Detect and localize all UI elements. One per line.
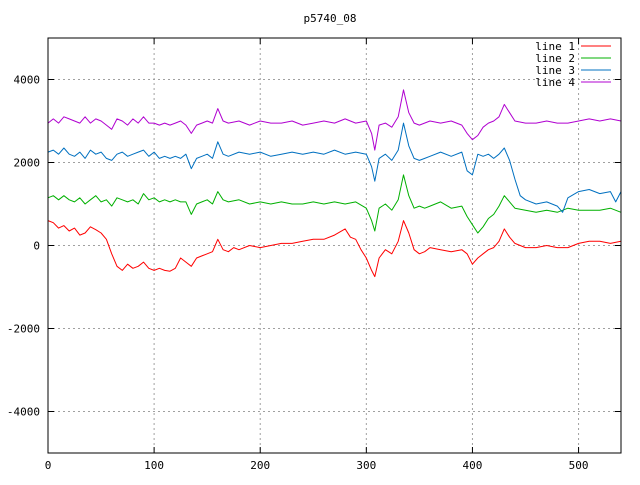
- x-tick-label: 400: [463, 459, 483, 472]
- y-tick-label: 2000: [14, 157, 41, 170]
- series-line-4: [47, 89, 622, 151]
- grid: [48, 38, 621, 453]
- x-tick-label: 100: [144, 459, 164, 472]
- x-tick-label: 0: [45, 459, 52, 472]
- legend-label: line 3: [535, 64, 575, 77]
- x-tick-label: 300: [356, 459, 376, 472]
- y-tick-label: 4000: [14, 74, 41, 87]
- series-group: [47, 89, 622, 278]
- legend-label: line 1: [535, 40, 575, 53]
- y-tick-label: 0: [33, 240, 40, 253]
- y-tick-label: -2000: [7, 323, 40, 336]
- series-line-1: [47, 220, 622, 278]
- legend-label: line 2: [535, 52, 575, 65]
- chart-title: p5740_08: [304, 12, 357, 25]
- legend-label: line 4: [535, 76, 575, 89]
- axis-ticks: 0 100 200 300 400 500 -4000 -2000 0 2000 4000: [7, 38, 621, 472]
- x-tick-label: 500: [569, 459, 589, 472]
- series-line-3: [47, 122, 622, 213]
- y-tick-label: -4000: [7, 406, 40, 419]
- series-line-2: [47, 174, 622, 234]
- x-tick-label: 200: [250, 459, 270, 472]
